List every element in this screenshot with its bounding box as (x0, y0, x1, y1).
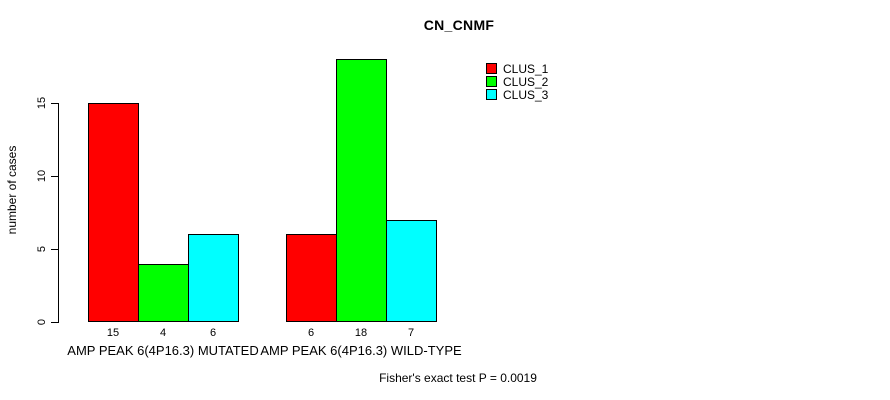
y-tick-label: 5 (36, 245, 48, 253)
y-tick-mark (51, 176, 58, 177)
y-tick-mark (51, 103, 58, 104)
legend-swatch-clus_3 (486, 89, 497, 100)
y-axis (58, 103, 59, 323)
group-label-1: AMP PEAK 6(4P16.3) MUTATED (67, 343, 259, 358)
y-tick-mark (51, 322, 58, 323)
bar-clus_3-group2 (386, 220, 437, 322)
footer-annotation: Fisher's exact test P = 0.0019 (379, 371, 537, 385)
legend-row-clus_2: CLUS_2 (486, 74, 549, 89)
bar-clus_1-group1 (88, 103, 139, 322)
legend-swatch-clus_1 (486, 63, 497, 74)
bar-clus_1-group2 (286, 234, 337, 322)
bar-value-label: 15 (106, 327, 120, 339)
legend: CLUS_1 CLUS_2 CLUS_3 (486, 61, 549, 102)
bar-value-label: 18 (354, 327, 368, 339)
bar-value-label: 4 (159, 327, 167, 339)
y-tick-label: 0 (36, 318, 48, 326)
bar-value-label: 6 (209, 327, 217, 339)
legend-label: CLUS_2 (503, 74, 549, 89)
legend-label: CLUS_1 (503, 61, 549, 76)
legend-row-clus_3: CLUS_3 (486, 87, 549, 102)
group-label-2: AMP PEAK 6(4P16.3) WILD-TYPE (260, 343, 462, 358)
chart-title: CN_CNMF (423, 17, 495, 33)
legend-label: CLUS_3 (503, 87, 549, 102)
y-axis-label: number of cases (5, 145, 19, 235)
y-tick-label: 15 (36, 96, 48, 110)
bar-clus_2-group1 (138, 264, 189, 322)
bar-clus_3-group1 (188, 234, 239, 322)
legend-row-clus_1: CLUS_1 (486, 61, 549, 76)
legend-swatch-clus_2 (486, 76, 497, 87)
bar-value-label: 6 (307, 327, 315, 339)
y-tick-mark (51, 249, 58, 250)
bar-clus_2-group2 (336, 59, 387, 322)
y-tick-label: 10 (36, 169, 48, 183)
bar-value-label: 7 (407, 327, 415, 339)
